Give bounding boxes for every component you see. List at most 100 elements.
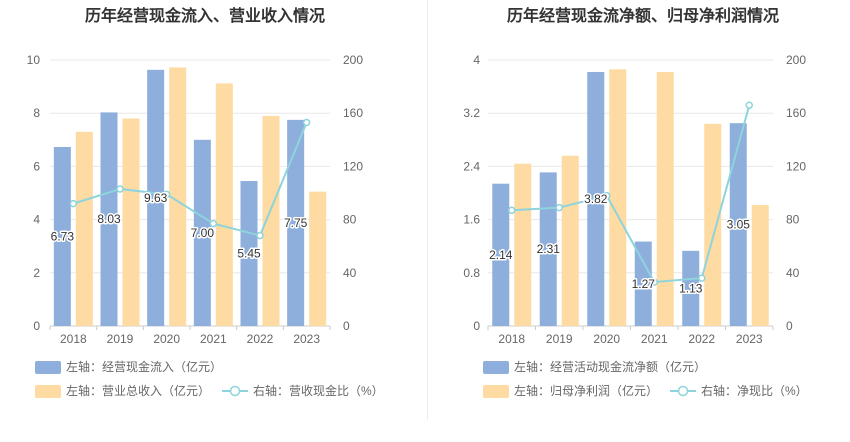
left-axis-tick-label: 0: [33, 319, 40, 333]
left-axis-tick-label: 0: [473, 319, 480, 333]
bar: [240, 181, 258, 326]
x-axis-tick-label: 2021: [200, 332, 227, 346]
legend-label: 左轴：经营活动现金流净额（亿元）: [514, 359, 706, 374]
x-axis-tick-label: 2019: [107, 332, 134, 346]
bar: [309, 191, 327, 326]
data-label: 6.73: [51, 229, 75, 243]
data-label: 1.27: [632, 277, 656, 291]
bar: [492, 183, 510, 326]
bar: [122, 118, 140, 327]
left-axis-tick-label: 6: [33, 159, 40, 173]
bar: [609, 69, 627, 326]
right-axis-tick-label: 40: [343, 266, 357, 280]
line-point: [555, 203, 563, 212]
line-point: [698, 274, 706, 282]
legend-swatch: [35, 361, 61, 374]
x-axis-tick-label: 2021: [641, 332, 668, 346]
bar: [100, 112, 118, 326]
chart-panel-right: 历年经营现金流净额、归母净利润情况 0 0.8 1.6 2.4 3.2 4 0 40 80 120 1…: [425, 0, 850, 437]
bar: [539, 172, 557, 326]
x-axis-tick-label: 2018: [498, 332, 525, 346]
data-label: 5.45: [237, 247, 261, 261]
bar: [215, 83, 233, 327]
data-label: 7.00: [191, 226, 215, 240]
left-axis-tick-label: 2: [33, 266, 40, 280]
data-label: 3.82: [584, 192, 608, 206]
left-axis-tick-label: 4: [33, 213, 40, 227]
left-axis-tick-label: 3.2: [463, 106, 480, 120]
series-line: [511, 104, 751, 284]
data-label: 8.03: [97, 212, 121, 226]
bar: [634, 241, 652, 326]
line-point: [209, 219, 218, 228]
right-axis-tick-label: 0: [343, 319, 350, 333]
right-axis-tick-label: 200: [343, 53, 363, 67]
line-point: [256, 231, 264, 240]
left-axis-tick-label: 8: [33, 106, 40, 120]
right-axis-tick-label: 160: [343, 106, 363, 120]
left-axis-tick-label: 4: [473, 53, 480, 67]
left-axis-tick-label: 2.4: [463, 159, 480, 173]
left-axis-tick-label: 0.8: [463, 266, 480, 280]
legend-label: 左轴：营业总收入（亿元）: [66, 383, 210, 398]
left-axis-tick-label: 10: [27, 53, 41, 67]
legend-swatch: [483, 361, 509, 374]
x-axis-tick-label: 2023: [293, 332, 320, 346]
line-point: [508, 206, 516, 215]
data-label: 3.05: [727, 218, 751, 232]
left-axis-tick-label: 1.6: [463, 213, 480, 227]
data-label: 1.13: [679, 281, 703, 295]
bar: [729, 123, 747, 326]
x-axis-tick-label: 2019: [546, 332, 573, 346]
line-point: [69, 199, 78, 208]
bar: [514, 163, 532, 326]
bar: [287, 119, 305, 326]
x-axis-tick-label: 2023: [736, 332, 763, 346]
x-axis-tick-label: 2022: [247, 332, 274, 346]
chart-svg-left: 历年经营现金流入、营业收入情况 0 2 4 6 8 10 0 40 80 120 160 200 2018…: [27, 6, 384, 398]
x-axis-tick-label: 2020: [153, 332, 180, 346]
bar: [262, 115, 280, 326]
chart-panel-left: 历年经营现金流入、营业收入情况 0 2 4 6 8 10 0 40 80 120 160 200 2018…: [0, 0, 425, 437]
series-line: [73, 122, 308, 237]
legend-label: 左轴：归母净利润（亿元）: [514, 383, 658, 398]
bar: [682, 250, 700, 326]
bar: [561, 155, 579, 326]
chart-svg-right: 历年经营现金流净额、归母净利润情况00.81.62.43.24040801201…: [463, 6, 808, 398]
right-axis-tick-label: 80: [786, 213, 800, 227]
legend-marker: [677, 385, 689, 397]
x-axis-tick-label: 2020: [593, 332, 620, 346]
data-label: 7.75: [284, 216, 308, 230]
right-axis-tick-label: 120: [343, 159, 363, 173]
legend-swatch: [35, 385, 61, 398]
legend-label: 右轴：净现比（%）: [701, 383, 808, 398]
line-point: [116, 185, 124, 193]
right-axis-tick-label: 40: [786, 266, 800, 280]
data-label: 2.31: [537, 242, 561, 256]
line-point: [162, 190, 171, 199]
x-axis-tick-label: 2018: [60, 332, 87, 346]
data-label: 2.14: [489, 248, 513, 262]
bar: [147, 69, 165, 326]
chart-title: 历年经营现金流净额、归母净利润情况: [507, 6, 779, 25]
data-label: 9.63: [144, 191, 168, 205]
bar: [704, 123, 722, 326]
right-axis-tick-label: 120: [786, 159, 806, 173]
line-point: [745, 101, 753, 109]
chart-title: 历年经营现金流入、营业收入情况: [85, 6, 325, 25]
bar: [751, 204, 769, 326]
line-point: [302, 118, 311, 127]
bar: [53, 146, 71, 326]
line-point: [603, 191, 611, 200]
panel-divider: [427, 0, 428, 420]
right-axis-tick-label: 160: [786, 106, 806, 120]
line-point: [650, 278, 658, 286]
legend-label: 右轴：营收现金比（%）: [253, 383, 384, 398]
right-axis-tick-label: 200: [786, 53, 806, 67]
x-axis-tick-label: 2022: [688, 332, 715, 346]
bar: [169, 67, 187, 326]
legend-label: 左轴：经营现金流入（亿元）: [66, 359, 222, 374]
bar: [656, 71, 674, 326]
bar: [193, 139, 211, 326]
right-axis-tick-label: 0: [786, 319, 793, 333]
